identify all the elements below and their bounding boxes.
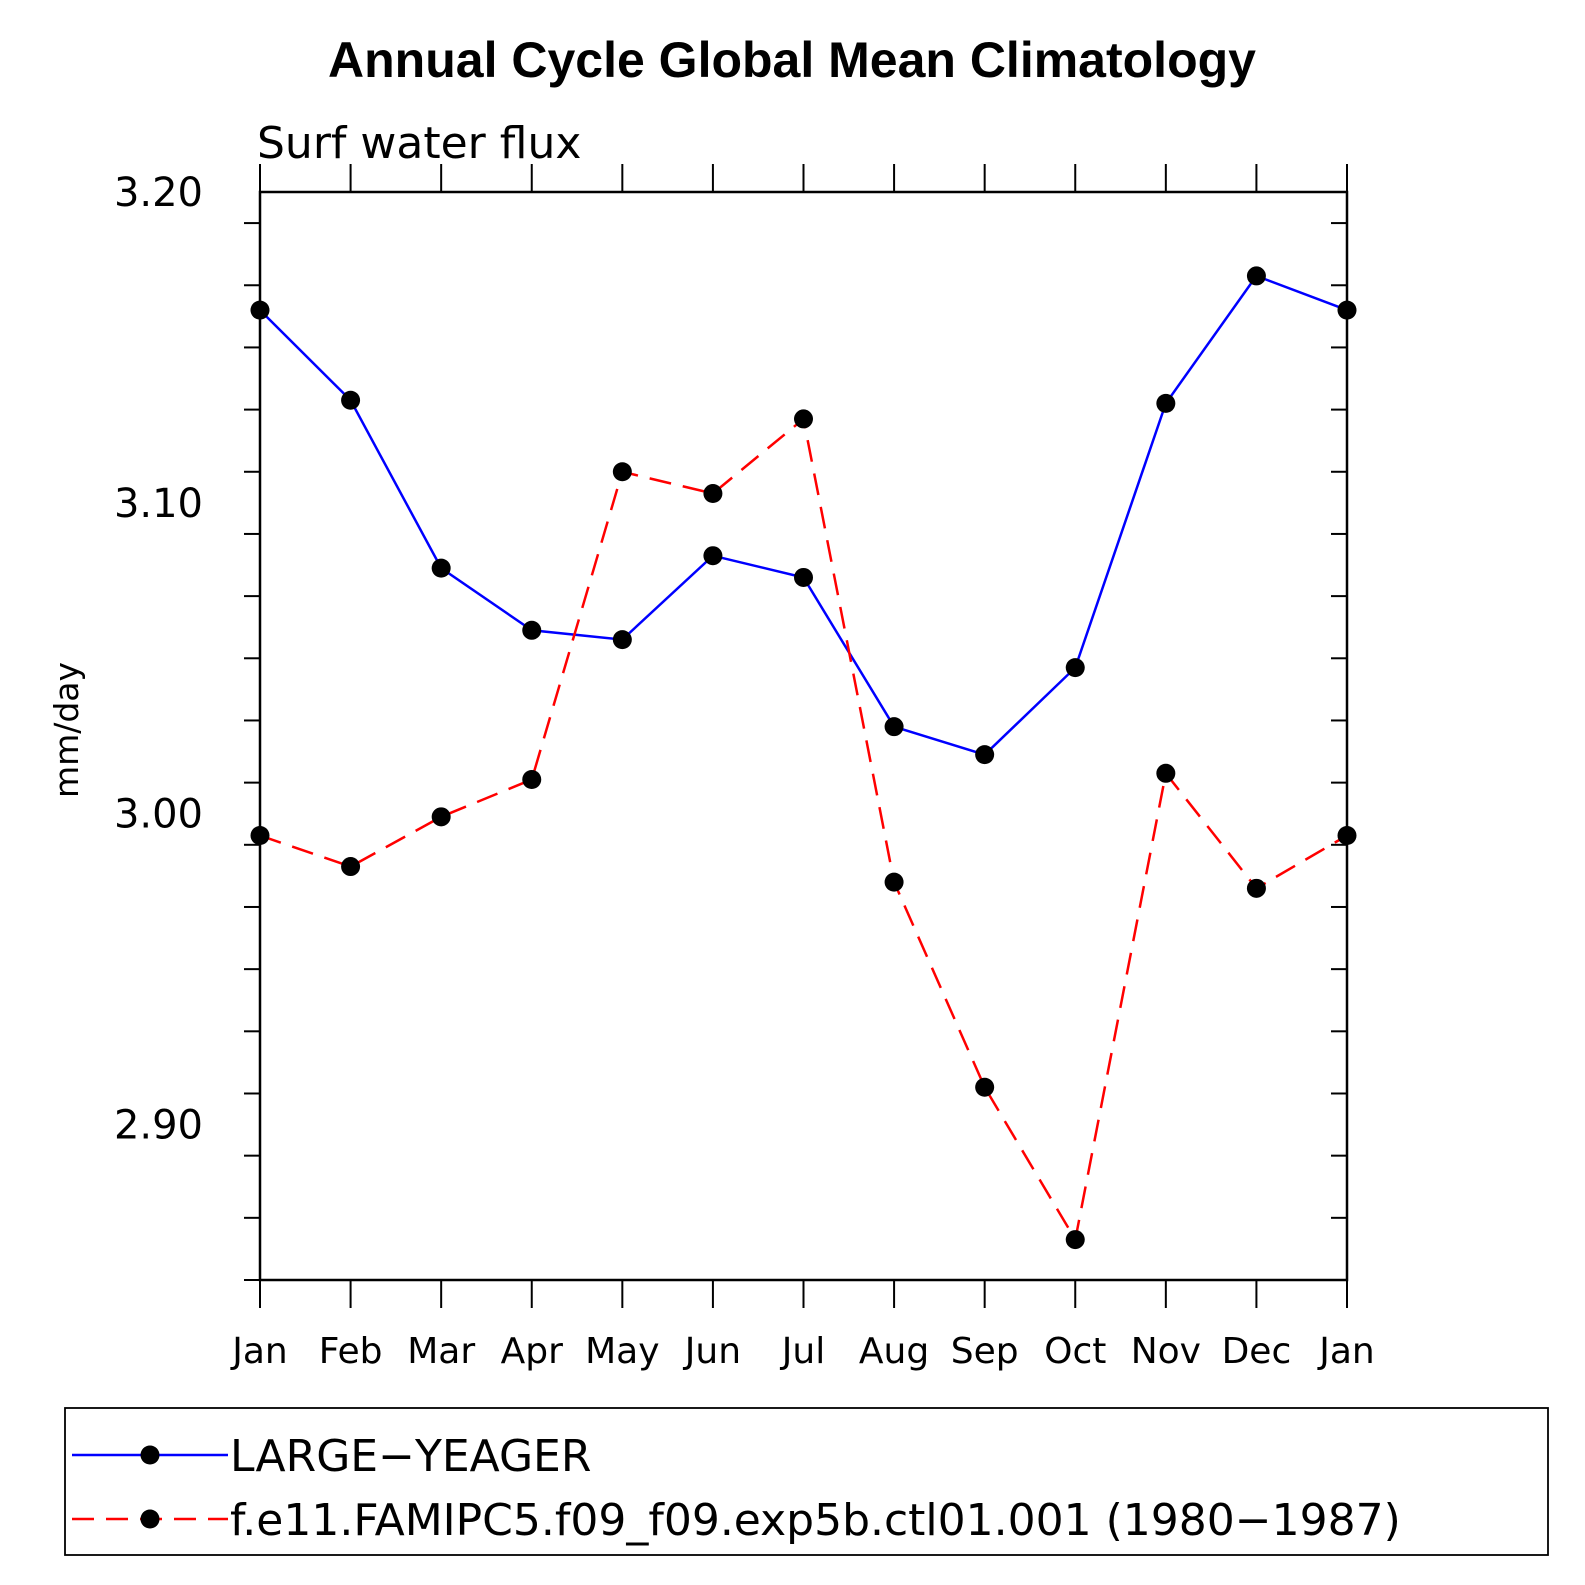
series-1-point [1156,393,1176,413]
series-1-point [703,546,723,566]
series-1-point [250,300,270,320]
chart-subtitle: Surf water flux [257,118,581,169]
series-1-point [341,390,361,410]
series-1-point [884,717,904,737]
series-2-point [975,1077,995,1097]
x-tick-label: Jul [780,1331,825,1372]
x-tick-label: Jan [230,1331,288,1372]
series-2-point [703,484,723,504]
legend-box [64,1407,1549,1556]
series-2-point [1337,825,1357,845]
x-tick-label: Oct [1044,1331,1106,1372]
legend-marker [140,1509,160,1529]
x-tick-label: Feb [319,1331,383,1372]
chart-title: Annual Cycle Global Mean Climatology [328,32,1256,88]
series-2-point [522,770,542,790]
legend-marker [140,1445,160,1465]
legend: LARGE−YEAGER f.e11.FAMIPC5.f09_f09.exp5b.… [72,1431,1401,1546]
y-axis-label: mm/day [47,662,86,798]
y-axis-ticks: 2.90 3.00 3.10 3.20 [114,170,1347,1281]
x-tick-label: Mar [407,1331,475,1372]
series-1-point [975,745,995,765]
x-tick-label: Nov [1131,1331,1201,1372]
x-tick-label: Aug [859,1331,929,1372]
x-tick-label: Apr [501,1331,563,1372]
y-tick-label: 3.00 [114,792,203,838]
series-1-point [612,630,632,650]
series-line-2 [259,416,1348,1244]
series-2-point [431,807,451,827]
plot-frame [258,190,1349,1282]
x-tick-label: Dec [1222,1331,1292,1372]
series-line-1 [259,274,1348,757]
series-2-point [612,462,632,482]
y-tick-label: 3.20 [114,170,203,216]
series-1-point [1337,300,1357,320]
y-tick-label: 2.90 [114,1103,203,1149]
x-tick-label: Sep [951,1331,1019,1372]
series-2-point [1065,1230,1085,1250]
x-tick-label: May [585,1331,659,1372]
series-2-point [1246,878,1266,898]
x-tick-label: Jun [683,1331,741,1372]
series-1-point [794,567,813,587]
x-axis-ticks: Jan Feb Mar Apr May Jun Jul Aug Sep Oct Nov Dec Jan [230,164,1375,1372]
legend-label: f.e11.FAMIPC5.f09_f09.exp5b.ctl01.001 (1… [230,1495,1401,1546]
series-1-point [431,558,451,578]
x-tick-label: Jan [1317,1331,1375,1372]
series-1-point [1065,658,1085,678]
series-2-point [250,825,270,845]
legend-label: LARGE−YEAGER [230,1431,591,1482]
series-2-point [1156,763,1176,783]
y-tick-label: 3.10 [114,481,203,527]
series-2-point [884,872,904,892]
series-1-point [1246,266,1266,286]
series-1-point [522,620,542,640]
series-layer [250,266,1357,1250]
series-2-point [341,857,361,877]
series-2-point [794,409,813,429]
